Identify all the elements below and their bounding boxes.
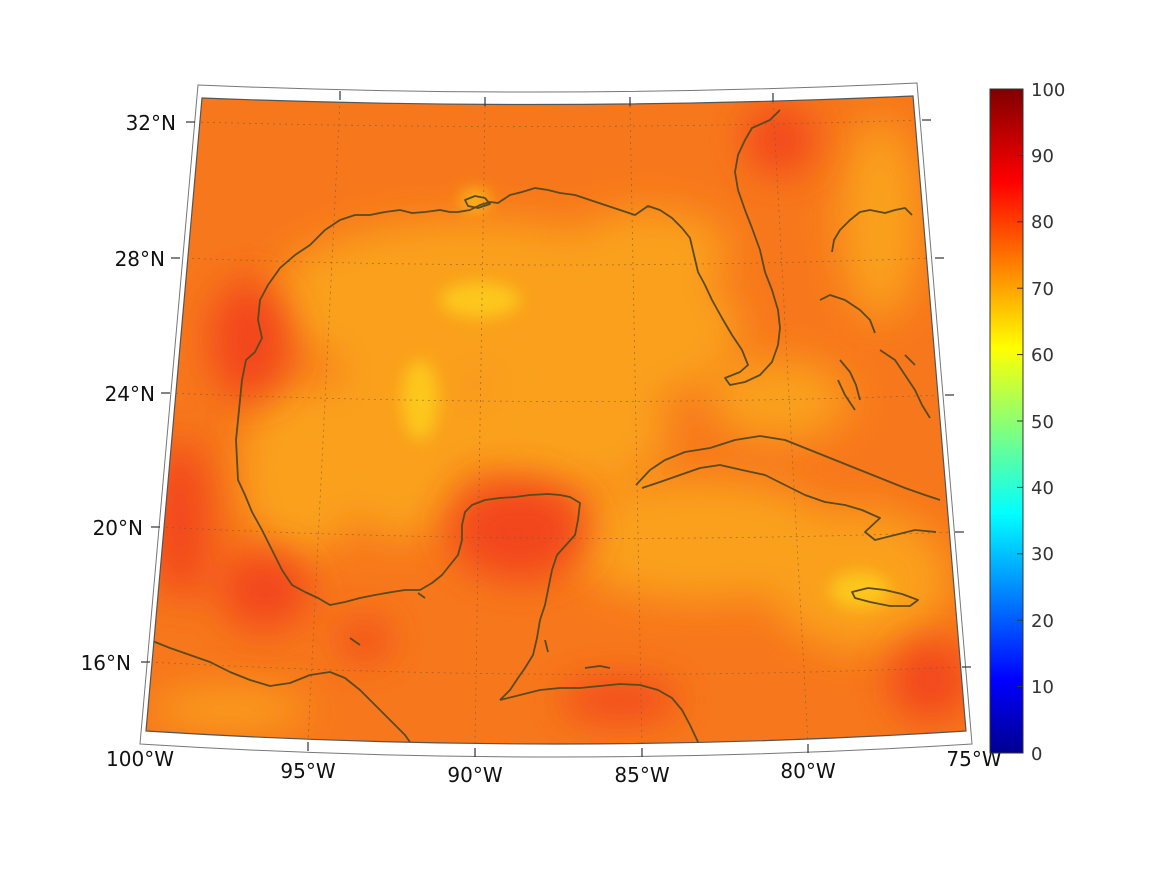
coastlines — [149, 109, 941, 744]
latitude-labels: 32°N 28°N 24°N 20°N 16°N — [81, 111, 176, 675]
gulf-coast-us-mexico — [235, 109, 913, 701]
yucatan-islands — [349, 592, 611, 669]
colorbar-ticks — [1017, 88, 1023, 754]
lat-label-32: 32°N — [126, 111, 176, 135]
pacific-coast — [149, 639, 413, 744]
colorbar-label-10: 10 — [1031, 677, 1054, 698]
jamaica — [851, 587, 919, 607]
lon-line-80 — [772, 101, 809, 744]
lon-line-85 — [629, 105, 643, 744]
humidity-field — [146, 96, 966, 744]
field-light-patches — [150, 120, 950, 730]
colorbar-label-30: 30 — [1031, 544, 1054, 565]
colorbar-label-40: 40 — [1031, 478, 1054, 499]
graticule — [149, 99, 963, 744]
colorbar-label-20: 20 — [1031, 611, 1054, 632]
map-frame-outer — [139, 82, 973, 758]
lat-label-20: 20°N — [93, 516, 143, 540]
bahamas — [819, 294, 931, 419]
frame-ticks — [141, 91, 971, 757]
lon-label-100: 100°W — [106, 747, 174, 771]
lake-pontchartrain — [464, 195, 491, 209]
lon-line-95 — [307, 99, 341, 743]
lon-label-90: 90°W — [447, 763, 502, 787]
lat-line-32 — [194, 119, 923, 127]
colorbar-label-100: 100 — [1031, 80, 1065, 101]
colorbar-label-0: 0 — [1031, 744, 1042, 765]
colorbar: 100 90 80 70 60 50 40 30 20 10 0 — [989, 80, 1065, 765]
lat-label-24: 24°N — [105, 382, 155, 406]
colorbar-label-50: 50 — [1031, 412, 1054, 433]
longitude-labels: 100°W 95°W 90°W 85°W 80°W 75°W — [106, 747, 1002, 787]
lat-label-28: 28°N — [115, 247, 165, 271]
central-america-coast — [499, 683, 699, 743]
map-frame — [145, 95, 967, 745]
colorbar-labels: 100 90 80 70 60 50 40 30 20 10 0 — [1031, 80, 1065, 765]
colorbar-label-90: 90 — [1031, 146, 1054, 167]
colorbar-label-60: 60 — [1031, 345, 1054, 366]
lon-label-95: 95°W — [280, 759, 335, 783]
colorbar-label-70: 70 — [1031, 279, 1054, 300]
lon-label-80: 80°W — [780, 759, 835, 783]
lat-line-20 — [159, 526, 956, 539]
lon-label-85: 85°W — [614, 763, 669, 787]
colorbar-label-80: 80 — [1031, 212, 1054, 233]
cuba — [635, 435, 941, 541]
field-red-patches — [150, 105, 966, 720]
lat-label-16: 16°N — [81, 651, 131, 675]
lon-line-90 — [474, 105, 486, 744]
